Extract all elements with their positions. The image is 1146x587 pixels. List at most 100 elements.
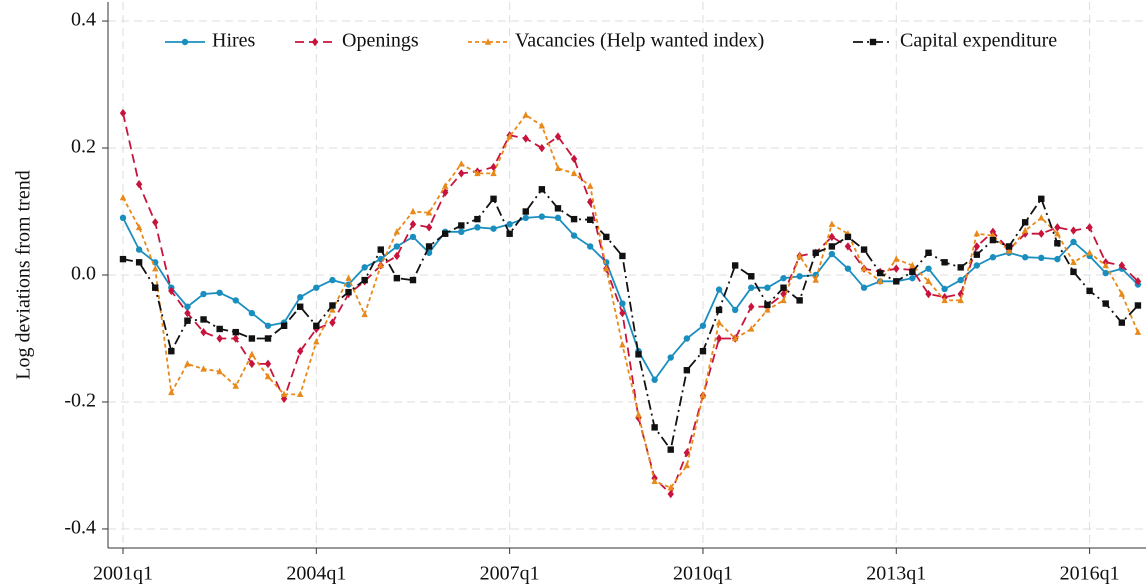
data-point [506,132,513,140]
data-point [876,269,884,277]
data-point [699,391,707,399]
data-point [828,232,836,242]
y-tick-label: 0.0 [71,263,96,285]
data-point [796,273,803,280]
data-point [619,300,626,307]
data-point [1054,223,1061,232]
data-point [715,306,723,314]
data-point [764,306,771,313]
data-point [683,367,691,374]
data-point [651,424,658,431]
data-point [1102,261,1109,269]
data-point [989,254,997,261]
legend-marker [311,37,319,47]
data-point [1021,219,1029,226]
data-point [200,290,207,298]
data-point [973,242,981,251]
data-point [619,252,626,260]
series-line [122,215,1139,382]
data-point [973,230,981,237]
data-point [119,214,127,222]
data-point [828,243,836,250]
data-point [361,276,368,284]
data-point [1102,300,1109,307]
data-point [409,207,417,215]
data-point [393,243,401,250]
data-point [1070,268,1077,276]
data-point [764,301,771,309]
data-point [844,265,852,272]
data-point [731,334,739,342]
data-point [168,388,175,396]
data-point [216,334,223,343]
data-point [345,274,352,281]
data-point [683,461,691,469]
data-point [522,111,529,118]
data-point [458,160,465,167]
data-point [667,354,674,361]
data-point [184,360,191,367]
data-point [1086,223,1093,232]
data-point [989,227,997,237]
data-point [297,346,304,356]
data-point [1070,258,1077,266]
data-point [586,197,594,207]
data-point [860,264,868,272]
data-point [184,317,191,324]
data-point [748,284,755,291]
data-point [329,306,336,313]
x-tick-label: 2007q1 [480,563,540,585]
data-point [1005,247,1013,254]
data-point [844,242,852,251]
data-point [361,310,368,318]
data-point [458,169,465,178]
data-point [1054,255,1061,263]
data-point [1070,238,1077,246]
legend-marker [869,38,877,46]
data-point [909,274,916,282]
data-point [490,169,497,177]
data-point [812,249,819,256]
data-point [297,294,304,301]
data-point [570,169,578,177]
legend-marker [484,38,492,45]
data-point [409,276,417,284]
data-point [264,372,272,380]
data-point [876,277,884,285]
y-tick-label: -0.2 [64,390,96,412]
data-point [313,284,320,291]
data-point [232,382,239,389]
data-point [248,309,256,317]
data-point [796,252,803,259]
data-point [264,322,272,329]
legend-label: Openings [342,30,419,52]
data-point [522,208,529,215]
data-point [844,233,852,241]
data-point [152,218,159,227]
data-point [957,264,964,271]
data-point [603,264,610,272]
data-point [474,169,481,177]
data-point [216,367,223,375]
data-point [442,182,449,189]
data-point [425,223,433,232]
data-point [780,274,787,282]
data-point [442,230,449,237]
data-point [731,262,739,269]
data-point [168,347,175,355]
data-point [1038,214,1045,221]
data-point [393,274,401,282]
data-point [393,251,401,261]
legend-marker [181,38,189,46]
data-point [216,325,223,333]
data-point [941,259,948,266]
data-point [200,365,207,372]
data-point [893,278,900,285]
data-point [973,251,981,258]
data-point [893,264,900,273]
data-point [442,188,449,197]
series-line [122,112,1139,496]
data-point [651,477,658,485]
data-point [925,265,932,272]
